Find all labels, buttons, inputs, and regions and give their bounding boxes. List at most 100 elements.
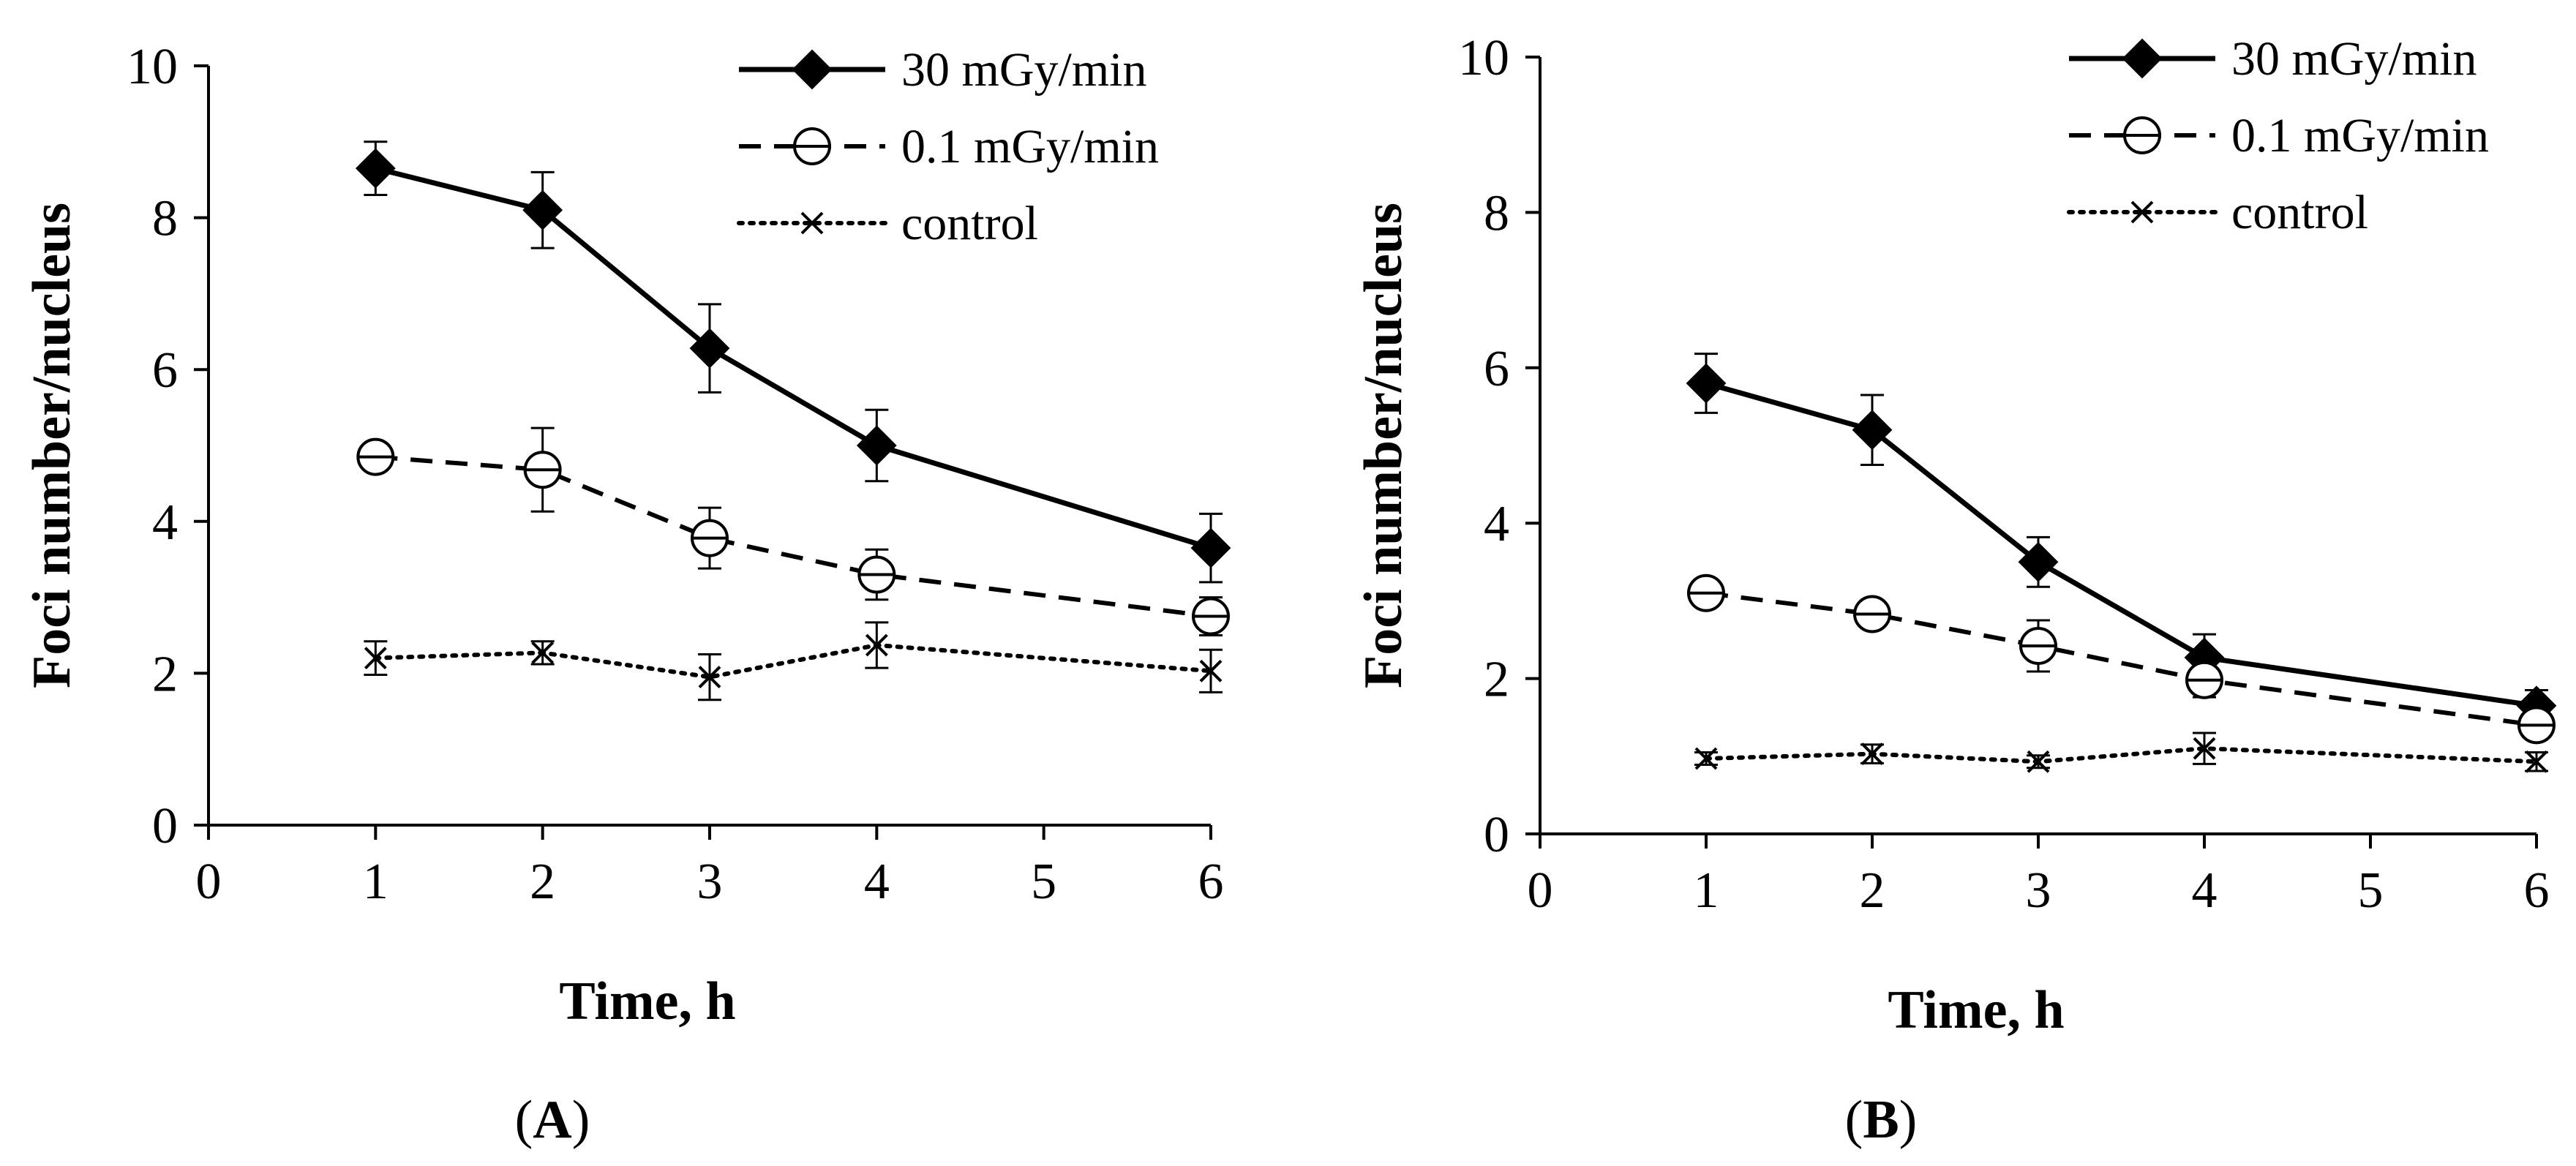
panel-a-x-tick-label-2: 2	[530, 854, 555, 910]
panel-b-series-control	[1694, 731, 2548, 773]
panel-b-series-30-mgy-min-line	[1705, 380, 2537, 709]
panel-b-legend-label-1: 0.1 mGy/min	[2231, 109, 2489, 162]
panel-a-legend: 30 mGy/min 0.1 mGy/min control	[737, 43, 1159, 250]
panel-a-legend-marker-0	[792, 49, 833, 90]
panel-b-series-control-point-2-b	[2027, 750, 2050, 773]
panel-b-legend-label-0: 30 mGy/min	[2231, 32, 2477, 86]
panel-b-x-tick-label-0: 0	[1528, 862, 1553, 919]
panel-a-series-0-1-mgy-min-point-4	[1192, 597, 1230, 636]
panel-a-x-tick-label-4: 4	[864, 854, 890, 910]
panel-b-series-control-point-4-b	[2525, 750, 2548, 773]
panel-a-series-control-point-3	[865, 633, 888, 657]
panel-a-series-control-point-4	[1199, 659, 1223, 682]
panel-b-legend-marker-1	[2123, 116, 2161, 154]
panel-b-series-0-1-mgy-min-point-0	[1687, 573, 1725, 612]
panel-a-series-0-1-mgy-min	[356, 426, 1230, 636]
panel-b-series-control-point-1-b	[1860, 742, 1884, 766]
panel-a-y-tick-label-4: 4	[152, 494, 178, 551]
panel-a-series-control-point-0-b	[364, 647, 387, 670]
panel-b-y-tick-label-6: 6	[1484, 341, 1509, 397]
panel-b-series-control-point-2	[2027, 750, 2050, 773]
panel-a-series-0-1-mgy-min-point-1	[523, 451, 562, 489]
panel-a-series-0-1-mgy-min-point-3	[857, 555, 896, 594]
panel-b-x-tick-label-4: 4	[2192, 862, 2218, 919]
panel-b-series-control-line	[1704, 746, 2539, 764]
panel-a-series-control-line	[373, 642, 1213, 680]
panel-a-legend-marker-2	[800, 211, 824, 235]
panel-a-x-tick-label-3: 3	[697, 854, 723, 910]
panel-b-series-control-point-4	[2525, 750, 2548, 773]
panel-a-legend-label-2: control	[901, 197, 1038, 250]
panel-a-series-0-1-mgy-min-point-0	[356, 437, 395, 476]
panel-a-series-control-point-1-b	[531, 641, 555, 664]
panel-a-series-30-mgy-min-point-2	[689, 328, 730, 369]
panel-a-series-control-point-2	[698, 666, 721, 689]
panel-b-panel-label: (B)	[1845, 1090, 1918, 1150]
panel-b-x-axis-title: Time, h	[1888, 980, 2064, 1040]
panel-b-series-control-point-3	[2193, 737, 2216, 760]
panel-a-legend-marker-2-b	[800, 211, 824, 235]
panel-a-y-tick-label-8: 8	[152, 191, 178, 247]
panel-b-legend-label-2: control	[2231, 186, 2368, 239]
panel-b-series-0-1-mgy-min-line	[1705, 590, 2537, 728]
panel-b-legend: 30 mGy/min 0.1 mGy/min control	[2067, 32, 2489, 239]
panel-b-series-control-point-1	[1860, 742, 1884, 766]
panel-b-x-tick-label-2: 2	[1860, 862, 1885, 919]
panel-a-series-control-point-1	[531, 641, 555, 664]
panel-b-series-30-mgy-min-point-1	[1852, 410, 1893, 451]
panel-b-legend-marker-2	[2130, 200, 2154, 224]
panel-b-series-0-1-mgy-min	[1687, 573, 2556, 745]
panel-b-series-0-1-mgy-min-point-1	[1853, 595, 1891, 633]
panel-a-series-control-point-0	[364, 647, 387, 670]
panel-a-series-control-point-2-b	[698, 666, 721, 689]
panel-a-series-control-point-3-b	[865, 633, 888, 657]
panel-b-y-tick-label-8: 8	[1484, 185, 1509, 241]
panel-a-y-tick-label-6: 6	[152, 342, 178, 399]
panel-b-series-0-1-mgy-min-point-4	[2517, 706, 2556, 745]
panel-a-series-30-mgy-min-line	[375, 165, 1212, 551]
panel-b-x-tick-label-5: 5	[2358, 862, 2384, 919]
panel-b-y-axis-title: Foci number/nucleus	[1353, 203, 1413, 688]
panel-a-series-30-mgy-min-point-0	[355, 148, 396, 189]
panel-b-y-tick-label-4: 4	[1484, 496, 1509, 552]
panel-b-series-30-mgy-min-point-0	[1686, 363, 1727, 404]
panel-b-x-tick-label-6: 6	[2524, 862, 2550, 919]
panel-a-y-tick-label-10: 10	[127, 39, 178, 95]
panel-b-x-tick-label-3: 3	[2026, 862, 2051, 919]
panel-a-y-tick-label-2: 2	[152, 646, 178, 702]
panel-a-legend-marker-1	[793, 127, 831, 165]
panel-b-series-30-mgy-min-point-2	[2018, 541, 2059, 582]
panel-a-series-30-mgy-min-point-1	[522, 189, 563, 230]
panel-a-x-tick-label-6: 6	[1198, 854, 1224, 910]
panel-a-y-tick-label-0: 0	[152, 798, 178, 854]
panel-a-series-control	[364, 621, 1223, 702]
panel-a-series-30-mgy-min	[355, 140, 1231, 584]
panel-b-x-tick-label-1: 1	[1694, 862, 1719, 919]
panel-a-y-axis-title: Foci number/nucleus	[22, 203, 82, 688]
panel-a-panel-label: (A)	[515, 1090, 590, 1150]
panel-a-x-tick-label-5: 5	[1031, 854, 1056, 910]
panel-b-legend-marker-2-b	[2130, 200, 2154, 224]
panel-a-x-axis-title: Time, h	[559, 971, 735, 1031]
panel-a-series-0-1-mgy-min-line	[375, 454, 1212, 619]
panel-a-x-tick-label-1: 1	[363, 854, 388, 910]
panel-b-series-0-1-mgy-min-point-3	[2185, 661, 2223, 699]
panel-a-x-tick-label-0: 0	[196, 854, 222, 910]
panel-b: 0 2 4 6 8 10 0 1 2 3 4 5 6 Time, h Foci number/nucleus…	[1353, 30, 2557, 1150]
panel-a-series-control-point-4-b	[1199, 659, 1223, 682]
panel-b-series-30-mgy-min	[1686, 353, 2557, 726]
panel-b-y-tick-label-10: 10	[1458, 30, 1509, 86]
panel-b-series-0-1-mgy-min-point-2	[2019, 626, 2057, 665]
panel-a-legend-label-1: 0.1 mGy/min	[901, 120, 1159, 173]
panel-b-y-tick-label-2: 2	[1484, 652, 1509, 708]
panel-a-series-0-1-mgy-min-point-2	[691, 519, 729, 557]
panel-a: 0 2 4 6 8 10 0 1 2 3 4 5 6 Time, h Foci number/nucleus…	[22, 39, 1231, 1150]
panel-b-y-tick-label-0: 0	[1484, 807, 1509, 863]
panel-b-series-control-point-0-b	[1694, 747, 1718, 770]
panel-b-series-control-point-0	[1694, 747, 1718, 770]
panel-a-legend-label-0: 30 mGy/min	[901, 43, 1147, 97]
panel-b-legend-marker-0	[2122, 38, 2163, 79]
panel-b-series-control-point-3-b	[2193, 737, 2216, 760]
